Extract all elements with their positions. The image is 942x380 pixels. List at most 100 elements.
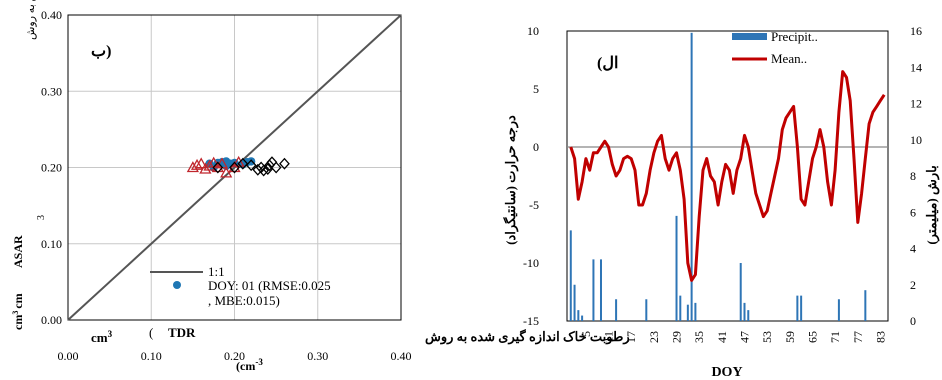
scatter-chart: 0.00 0.10 0.20 0.30 0.40 0.00 0.10 0.20 0.30 0.4… <box>11 0 630 373</box>
right-panel-label: (ال <box>597 55 618 72</box>
point-diamond <box>264 159 275 172</box>
point-diamond <box>258 164 270 177</box>
scatter-points <box>186 155 290 178</box>
doy-tick-labels: 5 11 17 23 29 35 41 47 53 59 65 71 77 83 <box>579 331 888 343</box>
legend-precip-swatch <box>732 33 767 40</box>
doy-tick-label: 5 <box>579 331 593 337</box>
temperature-tick-label: -10 <box>523 256 539 270</box>
precipitation-bar <box>645 299 648 321</box>
scatter-x-tick-label: 0.30 <box>307 349 328 363</box>
x-axis-unit-bottom: (cm-3 <box>236 357 263 373</box>
x-axis-unit-open: ( <box>149 325 153 340</box>
point-triangle <box>199 162 212 174</box>
scatter-y-tick-label: 0.20 <box>41 161 62 175</box>
legend-precip-label: Precipit.. <box>771 29 818 44</box>
doy-tick-label: 65 <box>805 331 819 343</box>
doy-tick-label: 23 <box>647 331 661 343</box>
precipitation-bar <box>615 299 618 321</box>
temperature-tick-label: 10 <box>527 24 539 38</box>
precipitation-tick-label: 6 <box>910 205 916 219</box>
doy-tick-label: 53 <box>760 331 774 343</box>
temperature-tick-labels: 10 5 0 -5 -10 -15 <box>523 24 539 328</box>
point-diamond <box>245 159 257 172</box>
scatter-y-tick-labels: 0.00 0.10 0.20 0.30 0.40 <box>41 8 62 327</box>
temperature-axis-title-group: درجه حرارت (سانتیگراد) <box>502 115 519 245</box>
doy-tick-label: 29 <box>670 331 684 343</box>
doy-tick-label: 11 <box>602 331 616 343</box>
precipitation-tick-label: 14 <box>910 60 922 74</box>
x-axis-method: TDR <box>168 325 196 340</box>
legend-series-label-line2: , MBE:0.015) <box>208 293 280 308</box>
temperature-tick-label: 5 <box>533 82 539 96</box>
point-diamond <box>262 163 274 175</box>
doy-tick-label: 35 <box>692 331 706 343</box>
y-axis-unit: cm3cm <box>11 293 25 330</box>
doy-tick-label: 47 <box>737 331 751 343</box>
scatter-y-tick-label: 0.40 <box>41 8 62 22</box>
point-triangle <box>195 157 208 169</box>
precipitation-tick-labels: 16 14 12 10 8 6 4 2 0 <box>910 24 922 328</box>
y-axis-title-group: cm3cm ASAR رطوبت خاک تخمین به روش 3 <box>11 0 47 330</box>
scatter-x-tick-label: 0.40 <box>391 349 412 363</box>
x-axis-unit-left: cm3 <box>91 329 113 345</box>
legend-series-marker <box>173 281 181 289</box>
scatter-x-tick-labels: 0.00 0.10 0.20 0.30 0.40 <box>58 349 412 363</box>
precipitation-bar <box>796 295 799 321</box>
combo-plot-area <box>566 30 889 322</box>
scatter-x-tick-label: 0.20 <box>224 349 245 363</box>
precipitation-bar <box>864 290 867 321</box>
precipitation-bar <box>679 295 682 321</box>
precipitation-bar <box>690 32 693 321</box>
legend-one-to-one-label: 1:1 <box>208 264 225 279</box>
precipitation-tick-label: 16 <box>910 24 922 38</box>
y-axis-title: رطوبت خاک تخمین به روش <box>25 0 37 40</box>
precipitation-bar <box>592 259 595 321</box>
doy-tick-label: 77 <box>851 331 865 343</box>
point-triangle <box>203 159 216 171</box>
temperature-tick-label: -15 <box>523 314 539 328</box>
precipitation-bar <box>569 230 572 321</box>
precipitation-bar <box>599 259 602 321</box>
y-axis-tail: 3 <box>36 215 47 220</box>
precipitation-bars <box>569 32 867 321</box>
point-diamond <box>270 161 282 174</box>
precipitation-tick-label: 4 <box>910 242 916 256</box>
precipitation-bar <box>739 263 742 321</box>
point-triangle <box>190 158 204 170</box>
precipitation-bar <box>581 315 584 321</box>
doy-tick-label: 83 <box>873 331 887 343</box>
precipitation-bar <box>837 299 840 321</box>
scatter-x-tick-label: 0.00 <box>58 349 79 363</box>
precipitation-bar <box>747 310 750 321</box>
point-triangle <box>211 161 224 173</box>
precipitation-bar <box>686 304 689 321</box>
precipitation-bar <box>675 215 678 321</box>
left-panel-label: ب) <box>91 43 111 60</box>
precipitation-bar <box>573 284 576 321</box>
point-triangle <box>220 166 233 178</box>
combo-chart: 10 5 0 -5 -10 -15 16 14 12 10 8 6 4 2 0 5 11 17 23 29 35 41… <box>502 24 940 380</box>
scatter-y-tick-label: 0.10 <box>41 237 62 251</box>
precipitation-bar <box>800 295 803 321</box>
precipitation-tick-label: 10 <box>910 133 922 147</box>
point-diamond <box>279 157 290 170</box>
precipitation-tick-label: 2 <box>910 278 916 292</box>
point-diamond <box>212 161 224 174</box>
precipitation-tick-label: 0 <box>910 314 916 328</box>
point-triangle <box>228 161 241 173</box>
doy-tick-label: 17 <box>624 331 638 343</box>
point-triangle <box>186 161 199 173</box>
precipitation-tick-label: 8 <box>910 169 916 183</box>
temperature-tick-label: -5 <box>529 198 539 212</box>
scatter-plot-area <box>67 14 402 321</box>
x-axis-title: رطوبت خاک اندازه گیری شده به روش <box>425 328 630 345</box>
legend-series-label-line1: DOY: 01 (RMSE:0.025 <box>208 278 331 293</box>
point-diamond <box>237 157 249 170</box>
precipitation-axis-title-group: بارش (میلیمتر) <box>924 165 940 244</box>
one-to-one-line <box>67 14 402 321</box>
precipitation-bar <box>577 310 580 321</box>
doy-tick-label: 59 <box>783 331 797 343</box>
legend-mean-label: Mean.. <box>771 51 807 66</box>
point-diamond <box>229 161 240 174</box>
